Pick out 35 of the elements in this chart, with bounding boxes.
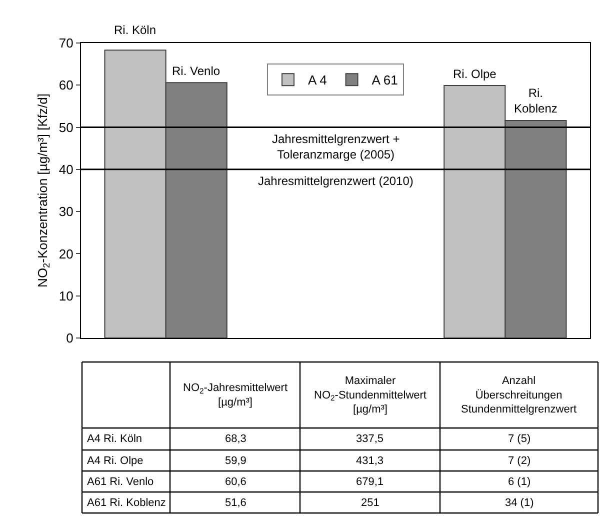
text: A61 Ri. Venlo [87,476,154,488]
data-label: Ri. Köln [114,23,156,37]
text: 68,3 [225,433,246,445]
text: 7 (5) [508,433,531,445]
text: 51,6 [225,497,246,509]
text: 7 (2) [508,455,531,467]
y-tick-label: 10 [58,288,74,304]
text: A61 Ri. Koblenz [87,497,166,509]
text: Anzahl Überschreitungen Stundenmittelgrenzwert [461,375,577,416]
text: A4 Ri. Köln [87,433,142,445]
text: 251 [361,497,380,509]
text: Maximaler NO$_{2}$-Stundenmittelwert [µg/m³] [314,375,426,416]
text: 34 (1) [505,497,534,509]
text: 431,3 [356,455,384,467]
data-label: Ri. Venlo [172,64,220,78]
y-tick-label: 20 [58,246,74,262]
text: 679,1 [356,476,384,488]
text: A4 Ri. Olpe [87,455,144,467]
legend-label: A 4 [308,72,327,88]
text: 60,6 [225,476,246,488]
y-tick-label: 30 [58,204,74,220]
data-label: Ri. Olpe [453,67,497,81]
ref-line-label: Jahresmittelgrenzwert (2010) [258,174,414,188]
y-tick-label: 50 [58,120,74,135]
y-tick-label: 60 [58,78,74,93]
text: 59,9 [225,455,246,467]
y-tick-label: 70 [58,36,74,51]
y-tick-label: 40 [58,162,74,177]
data-label: Ri. Koblenz [514,86,558,116]
y-tick-label: 0 [66,330,74,346]
ref-line-label: Jahresmittelgrenzwert + Toleranzmarge (2005) [272,132,400,162]
text: 6 (1) [508,476,531,488]
text: NO$_{2}$-Jahresmittelwert [µg/m³] [183,382,288,408]
text: 337,5 [356,433,384,445]
legend-label: A 61 [372,72,398,88]
